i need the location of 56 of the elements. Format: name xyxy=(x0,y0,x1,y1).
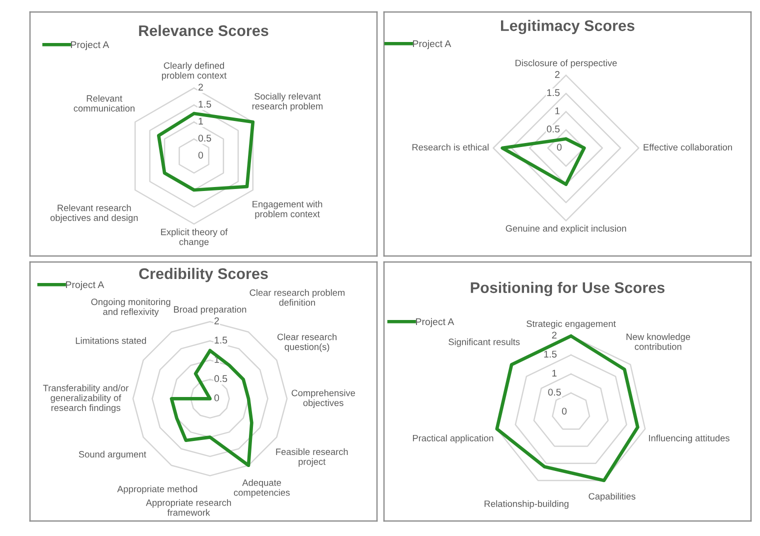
spoke-label: Relevant communication xyxy=(74,94,134,112)
y-tick-label: 0.5 xyxy=(214,375,228,382)
y-tick-label: 0 xyxy=(214,394,220,402)
spoke-label: Explicit theory of change xyxy=(161,228,228,247)
spoke-label: Disclosure of perspective xyxy=(516,60,617,68)
y-tick-label: 2 xyxy=(198,84,203,91)
legend-label: Project A xyxy=(66,281,104,290)
spoke-label: Clear research problem definition xyxy=(250,289,344,306)
spoke-label: Influencing attitudes xyxy=(649,434,730,444)
spoke-label: Limitations stated xyxy=(76,337,146,344)
legend-label: Project A xyxy=(416,318,454,328)
spoke-label: Engagement with problem context xyxy=(252,200,322,220)
y-tick-label: 2 xyxy=(552,332,557,339)
chart-title: Relevance Scores xyxy=(139,24,268,36)
spoke-label: Adequate competencies xyxy=(234,479,290,498)
y-tick-label: 1.5 xyxy=(214,336,228,344)
y-tick-label: 2 xyxy=(555,71,560,78)
spoke-label: Ongoing monitoring and reflexivity xyxy=(91,298,170,317)
spoke-label: Appropriate research framework xyxy=(146,499,231,516)
spoke-label: Significant results xyxy=(448,338,520,347)
spoke-label: Sound argument xyxy=(78,450,146,460)
y-tick-label: 1.5 xyxy=(544,350,557,358)
spoke-label: Clearly defined problem context xyxy=(162,62,227,81)
y-tick-label: 0.5 xyxy=(546,126,560,132)
spoke-label: Capabilities xyxy=(588,492,636,502)
spoke-label: Broad preparation xyxy=(174,306,246,314)
spoke-label: Research is ethical xyxy=(412,144,489,150)
spoke-label: Practical application xyxy=(412,434,494,444)
y-tick-label: 1.5 xyxy=(547,89,560,96)
spoke-label: Appropriate method xyxy=(117,486,198,494)
spoke-label: Strategic engagement xyxy=(526,320,616,329)
spoke-label: Effective collaboration xyxy=(644,144,732,150)
y-tick-label: 0.5 xyxy=(548,388,561,396)
y-tick-label: 0 xyxy=(198,152,204,159)
legend-label: Project A xyxy=(413,40,452,50)
spoke-label: Socially relevant research problem xyxy=(252,92,323,112)
spoke-label: Comprehensive objectives xyxy=(292,389,356,408)
y-tick-label: 0 xyxy=(556,144,562,151)
spoke-label: Relationship-building xyxy=(484,500,568,509)
spoke-label: Transferability and/or generalizability of research findings xyxy=(43,384,128,413)
y-tick-label: 0.5 xyxy=(198,134,212,142)
y-tick-label: 1 xyxy=(552,370,557,377)
spoke-label: Relevant research objectives and design xyxy=(50,204,138,223)
spoke-label: Genuine and explicit inclusion xyxy=(506,224,626,234)
spoke-label: Feasible research project xyxy=(276,448,348,467)
y-tick-label: 0 xyxy=(562,408,567,415)
chart-title: Positioning for Use Scores xyxy=(470,282,665,296)
chart-title: Credibility Scores xyxy=(139,268,268,282)
y-tick-label: 2 xyxy=(214,317,219,324)
y-tick-label: 1 xyxy=(198,118,203,125)
legend-label: Project A xyxy=(71,41,110,50)
y-tick-label: 1.5 xyxy=(198,100,212,108)
spoke-label: New knowledge contribution xyxy=(626,333,690,350)
chart-title: Legitimacy Scores xyxy=(501,20,634,34)
y-tick-label: 1 xyxy=(555,107,560,114)
spoke-label: Clear research question(s) xyxy=(277,333,336,352)
